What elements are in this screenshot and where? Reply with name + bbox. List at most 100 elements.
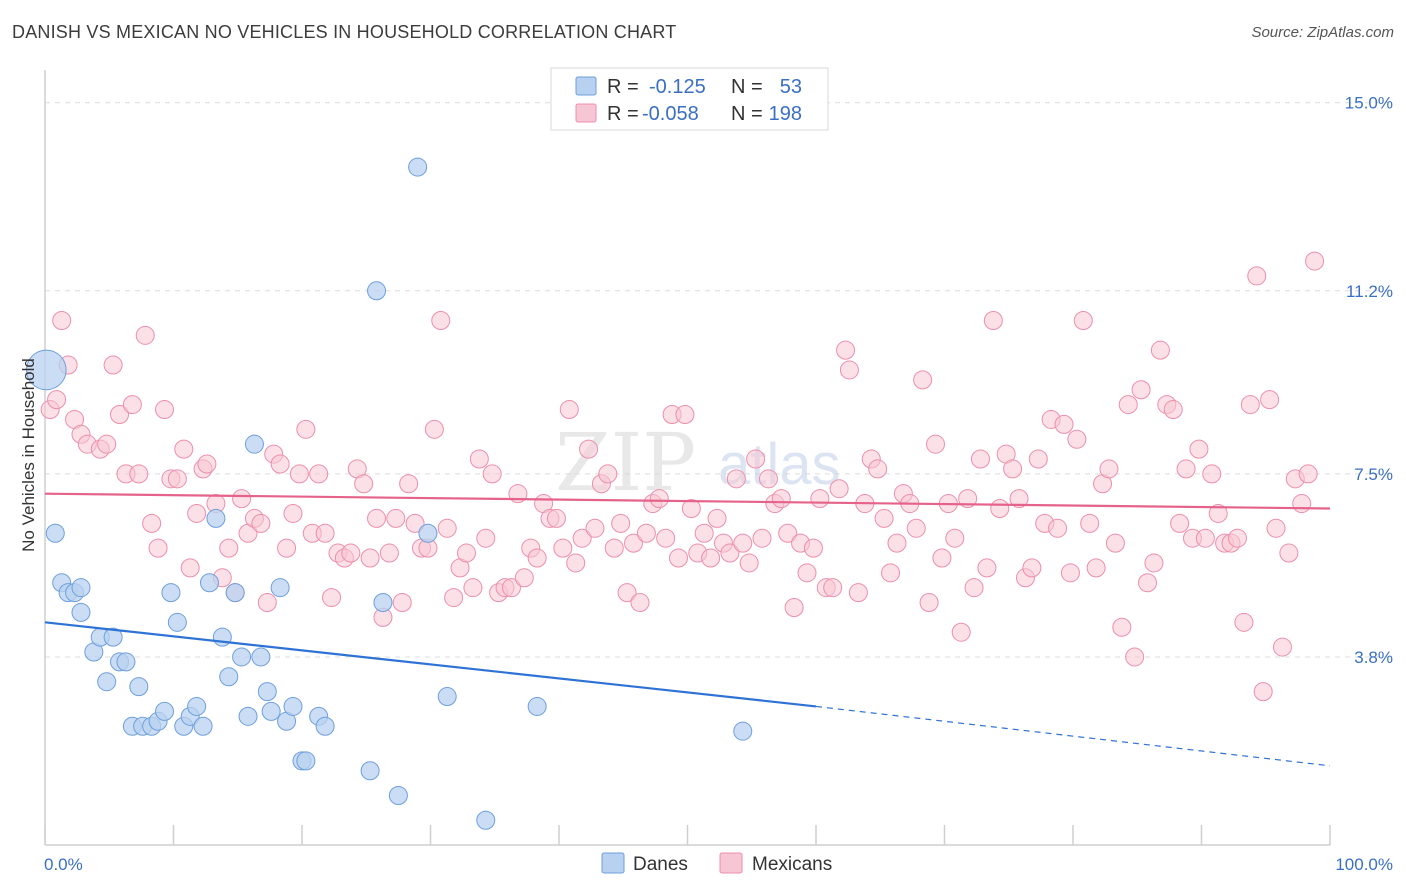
mexicans-point-14 — [135, 325, 155, 345]
mexicans-point-88 — [611, 513, 631, 533]
danes-point-42 — [315, 716, 335, 736]
mexicans-point-191 — [1272, 637, 1292, 657]
mexicans-point-90 — [624, 533, 644, 553]
mexicans-point-64 — [456, 543, 476, 563]
mexicans-point-156 — [1048, 518, 1068, 538]
mexicans-point-97 — [669, 548, 689, 568]
danes-point-10 — [103, 627, 123, 647]
mexicans-point-2 — [52, 310, 72, 330]
danes-point-40 — [296, 751, 316, 771]
mexicans-point-78 — [546, 508, 566, 528]
mexicans-point-180 — [1202, 464, 1222, 484]
mexicans-point-17 — [155, 400, 175, 420]
danes-point-30 — [232, 647, 252, 667]
mexicans-point-168 — [1125, 647, 1145, 667]
mexicans-point-10 — [110, 404, 130, 424]
mexicans-point-143 — [964, 578, 984, 598]
mexicans-point-142 — [958, 489, 978, 509]
mexicans-point-24 — [197, 454, 217, 474]
mexicans-point-43 — [322, 588, 342, 608]
mexicans-point-83 — [579, 439, 599, 459]
danes-point-24 — [193, 716, 213, 736]
danes-point-43 — [360, 761, 380, 781]
mexicans-point-66 — [469, 449, 489, 469]
mexicans-point-22 — [187, 503, 207, 523]
mexicans-point-161 — [1080, 513, 1100, 533]
danes-point-27 — [212, 627, 232, 647]
danes-point-45 — [373, 593, 393, 613]
axes — [44, 70, 1331, 846]
mexicans-point-50 — [367, 508, 387, 528]
mexicans-point-152 — [1022, 558, 1042, 578]
danes-point-38 — [283, 696, 303, 716]
mexicans-point-124 — [839, 360, 859, 380]
mexicans-trend-line — [44, 492, 1331, 510]
mexicans-point-13 — [129, 464, 149, 484]
danes-point-14 — [129, 677, 149, 697]
mexicans-point-147 — [990, 499, 1010, 519]
mexicans-point-38 — [289, 464, 309, 484]
mexicans-point-184 — [1227, 528, 1247, 548]
grid-lines — [45, 102, 1390, 658]
danes-trend-line-extension — [815, 705, 1331, 767]
x-tick-label-0: 0.0% — [44, 855, 83, 874]
mexicans-point-160 — [1073, 310, 1093, 330]
series-legend: Danes Mexicans — [601, 852, 832, 875]
mexicans-point-67 — [476, 528, 496, 548]
mexicans-point-117 — [797, 563, 817, 583]
mexicans-point-175 — [1170, 513, 1190, 533]
mexicans-point-149 — [1003, 459, 1023, 479]
danes-point-26 — [206, 508, 226, 528]
mexicans-point-89 — [617, 583, 637, 603]
legend-r-label-danes: R = — [607, 76, 639, 98]
mexicans-point-52 — [379, 543, 399, 563]
mexicans-point-29 — [232, 489, 252, 509]
mexicans-point-111 — [758, 469, 778, 489]
danes-point-19 — [161, 583, 181, 603]
mexicans-point-190 — [1266, 518, 1286, 538]
danes-point-18 — [155, 701, 175, 721]
mexicans-point-68 — [482, 464, 502, 484]
danes-point-0 — [25, 349, 67, 391]
danes-point-29 — [225, 583, 245, 603]
y-tick-labels: 3.8% 7.5% 11.2% 15.0% — [1345, 94, 1393, 667]
mexicans-point-82 — [572, 528, 592, 548]
bottom-legend-mexicans: Mexicans — [752, 854, 832, 875]
mexicans-point-54 — [392, 593, 412, 613]
mexicans-point-48 — [354, 474, 374, 494]
mexicans-point-86 — [598, 464, 618, 484]
mexicans-point-105 — [720, 543, 740, 563]
danes-point-9 — [97, 672, 117, 692]
mexicans-point-107 — [733, 533, 753, 553]
danes-points — [25, 157, 753, 830]
danes-point-48 — [418, 523, 438, 543]
chart-title: DANISH VS MEXICAN NO VEHICLES IN HOUSEHO… — [12, 22, 677, 42]
mexicans-point-108 — [739, 553, 759, 573]
mexicans-point-87 — [604, 538, 624, 558]
mexicans-point-145 — [977, 558, 997, 578]
mexicans-point-16 — [148, 538, 168, 558]
mexicans-point-188 — [1253, 682, 1273, 702]
mexicans-point-91 — [630, 593, 650, 613]
mexicans-point-49 — [360, 548, 380, 568]
legend-r-value-mexicans: -0.058 — [642, 103, 699, 125]
mexicans-point-140 — [945, 528, 965, 548]
mexicans-point-60 — [431, 310, 451, 330]
danes-point-44 — [367, 281, 387, 301]
mexicans-point-95 — [656, 528, 676, 548]
mexicans-point-130 — [881, 563, 901, 583]
mexicans-point-39 — [296, 419, 316, 439]
mexicans-point-172 — [1150, 340, 1170, 360]
mexicans-point-99 — [681, 499, 701, 519]
mexicans-point-196 — [1305, 251, 1325, 271]
y-axis-label: No Vehicles in Household — [19, 358, 38, 552]
danes-point-6 — [71, 602, 91, 622]
mexicans-point-165 — [1105, 533, 1125, 553]
mexicans-point-170 — [1138, 573, 1158, 593]
mexicans-point-159 — [1067, 429, 1087, 449]
trend-lines — [44, 492, 1331, 767]
mexicans-point-42 — [315, 523, 335, 543]
mexicans-point-137 — [926, 434, 946, 454]
mexicans-point-185 — [1234, 612, 1254, 632]
mexicans-point-153 — [1028, 449, 1048, 469]
